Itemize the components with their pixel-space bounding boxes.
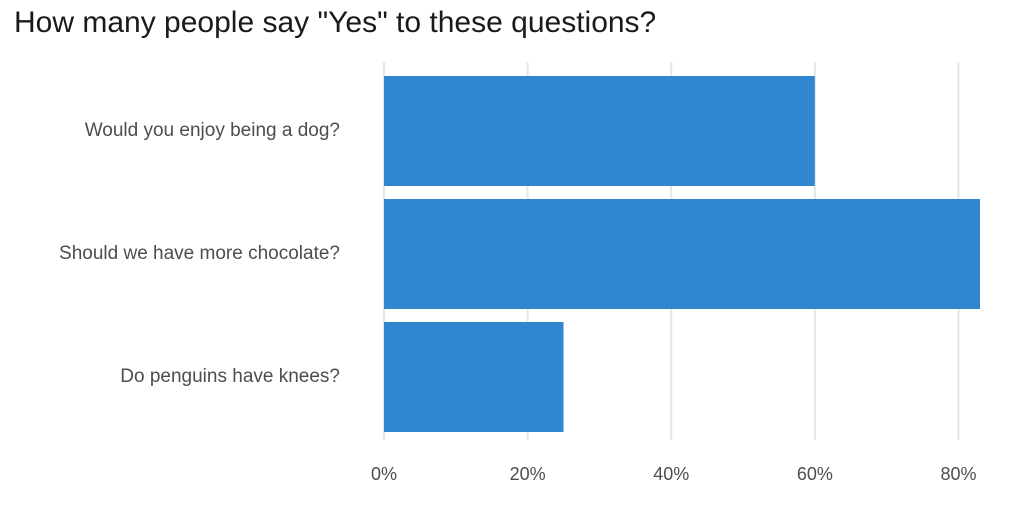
x-tick-label: 40% (653, 464, 689, 484)
category-labels: Would you enjoy being a dog? Should we ha… (59, 120, 340, 387)
category-label: Do penguins have knees? (120, 366, 340, 387)
x-tick-label: 20% (510, 464, 546, 484)
bar-3 (384, 322, 564, 432)
bars (384, 76, 980, 432)
x-tick-label: 80% (940, 464, 976, 484)
category-label: Should we have more chocolate? (59, 243, 340, 264)
category-label: Would you enjoy being a dog? (85, 120, 340, 141)
x-tick-label: 60% (797, 464, 833, 484)
chart-title: How many people say "Yes" to these quest… (14, 6, 657, 39)
bar-2 (384, 199, 980, 309)
bar-1 (384, 76, 815, 186)
x-axis-tick-labels: 0% 20% 40% 60% 80% (371, 464, 976, 484)
x-tick-label: 0% (371, 464, 397, 484)
